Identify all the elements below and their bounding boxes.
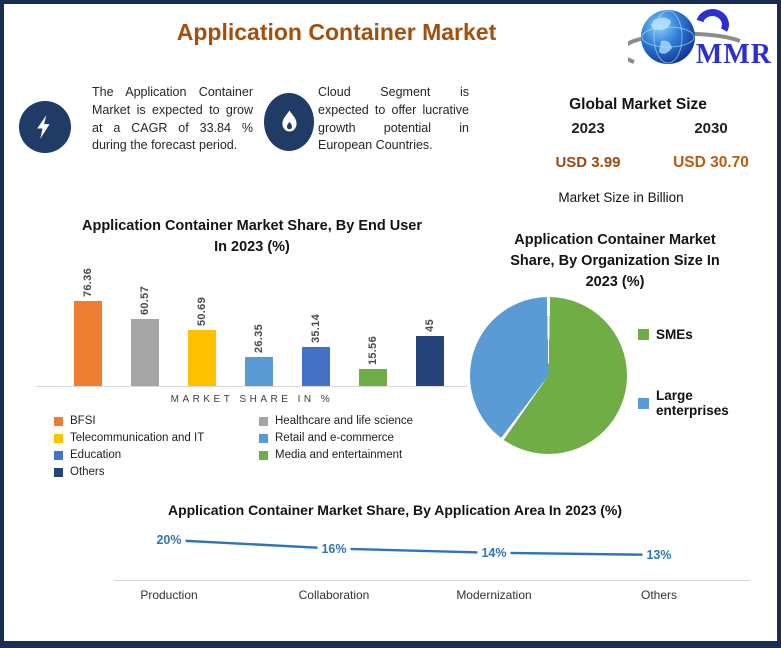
bar [416, 336, 444, 387]
legend-label: Retail and e-commerce [275, 432, 394, 445]
market-size-title: Global Market Size [569, 96, 707, 113]
logo-text: MMR [696, 39, 772, 70]
x-axis-category: Modernization [456, 588, 532, 602]
bar [188, 330, 216, 387]
legend-item: Telecommunication and IT [54, 432, 259, 444]
bar-chart-x-axis [36, 386, 468, 388]
legend-item: Education [54, 449, 259, 461]
line-chart-section: Application Container Market Share, By A… [32, 502, 758, 616]
legend-label: Others [70, 466, 105, 479]
line-point-label: 14% [477, 545, 511, 560]
legend-swatch [259, 450, 268, 460]
legend-swatch [638, 397, 649, 409]
x-axis-category: Production [140, 588, 198, 602]
market-size-note: Market Size in Billion [558, 190, 684, 205]
page-title: Application Container Market [176, 19, 497, 45]
bar-column: 50.69 [188, 297, 216, 387]
bar-column: 15.56 [359, 336, 387, 387]
pie-legend-label: Large enterprises [656, 388, 729, 419]
bar-chart-title-line1: Application Container Market Share, By E… [81, 218, 423, 234]
bar-column: 26.35 [245, 324, 273, 387]
bar-column: 45 [416, 319, 444, 387]
x-axis-category: Others [640, 588, 678, 602]
line-chart: 20% 16% 14% 13% Production Collaboration Moder… [32, 524, 758, 616]
market-years-row: 2023 2030 [532, 120, 772, 144]
value-2023: USD 3.99 [555, 154, 621, 171]
legend-swatch [638, 329, 649, 341]
cagr-callout-text: The Application Container Market is expe… [92, 85, 253, 153]
pie-legend-label: SMEs [656, 327, 693, 343]
bar-chart-section: Application Container Market Share, By E… [36, 216, 468, 478]
bar-value-label: 45 [424, 319, 436, 333]
market-values-row: USD 3.99 USD 30.70 [532, 154, 772, 178]
legend-label: Education [70, 449, 122, 462]
flame-icon [281, 110, 297, 131]
bar-column: 35.14 [302, 314, 330, 387]
legend-swatch [54, 450, 63, 460]
bar-value-label: 76.36 [82, 268, 94, 298]
bar-value-label: 60.57 [139, 286, 151, 316]
legend-swatch [54, 467, 63, 477]
pie-chart-plot: SMEs Large enterprises [464, 297, 766, 479]
bar [131, 319, 159, 387]
bar-column: 76.36 [74, 268, 102, 387]
pie-chart-title: Application Container Market Share, By O… [464, 230, 766, 293]
bar-value-label: 15.56 [367, 336, 379, 366]
pie-legend-item: Large enterprises [638, 388, 766, 418]
legend-item: Others [54, 466, 259, 478]
line-point-label: 13% [642, 547, 676, 562]
growth-callout-icon-circle [19, 101, 71, 153]
year-2023: 2023 [571, 120, 605, 137]
line-chart-x-axis [114, 580, 750, 581]
cloud-callout-text: Cloud Segment is expected to offer lucra… [318, 85, 469, 153]
legend-label: BFSI [70, 415, 96, 428]
global-market-size-block: Global Market Size 2023 2030 USD 3.99 US… [532, 96, 772, 205]
bar-chart-x-axis-label: MARKET SHARE IN % [170, 394, 334, 406]
bar-value-label: 26.35 [253, 324, 265, 354]
bar [302, 347, 330, 387]
line-point-label: 20% [152, 533, 186, 547]
bar-legend: BFSI Healthcare and life science Telecommu… [54, 415, 464, 478]
legend-swatch [54, 433, 63, 443]
pie-legend-item: SMEs [638, 327, 693, 342]
x-axis-category: Collaboration [298, 588, 370, 602]
pie-chart-title-line2: Share, By Organization Size In [510, 253, 720, 270]
bar-chart-title-line2: In 2023 (%) [214, 239, 290, 256]
bar-value-label: 50.69 [196, 297, 208, 327]
bar [245, 357, 273, 387]
legend-label: Telecommunication and IT [70, 432, 205, 445]
line-chart-title: Application Container Market Share, By A… [167, 502, 623, 518]
bar-value-label: 35.14 [310, 314, 322, 344]
legend-swatch [259, 416, 268, 426]
legend-swatch [54, 416, 63, 426]
pie [470, 297, 627, 455]
value-2030: USD 30.70 [673, 154, 749, 171]
cloud-callout-icon-circle [264, 93, 314, 151]
legend-item: Healthcare and life science [259, 415, 464, 427]
pie-chart-title-line3: 2023 (%) [585, 274, 645, 291]
mmr-logo: MMR [619, 8, 776, 74]
line-svg [168, 538, 660, 557]
globe-icon: MMR [619, 9, 772, 70]
bar-chart-plot: 76.36 60.57 50.69 26.35 35.14 15.56 45 [40, 260, 464, 387]
bar [74, 301, 102, 387]
year-2030: 2030 [694, 120, 728, 137]
bar-chart-title: Application Container Market Share, By E… [40, 216, 464, 258]
pie-chart-section: Application Container Market Share, By O… [464, 230, 766, 479]
legend-swatch [259, 433, 268, 443]
legend-item: BFSI [54, 415, 259, 427]
legend-item: Media and entertainment [259, 449, 464, 461]
bar [359, 369, 387, 387]
lightning-bolt-icon [37, 115, 50, 139]
bar-column: 60.57 [131, 286, 159, 387]
legend-item: Retail and e-commerce [259, 432, 464, 444]
legend-label: Healthcare and life science [275, 415, 414, 428]
line-point-label: 16% [317, 541, 351, 556]
legend-label: Media and entertainment [275, 449, 403, 462]
pie-chart-title-line1: Application Container Market [514, 232, 716, 248]
